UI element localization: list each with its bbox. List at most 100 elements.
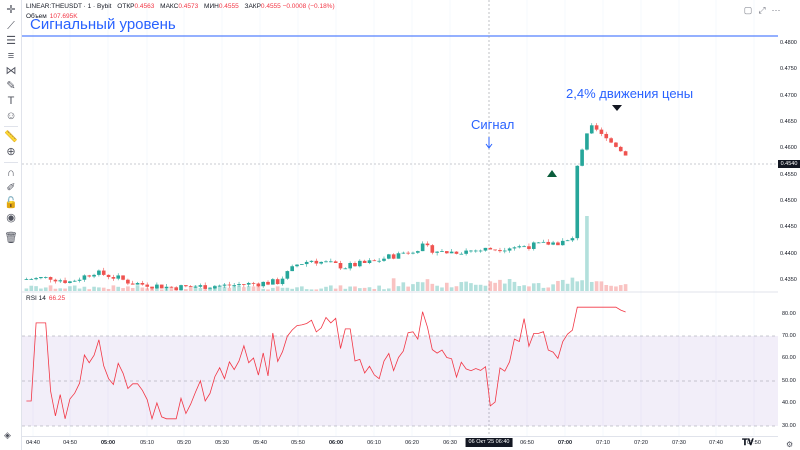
emoji-icon[interactable]: ☺: [5, 110, 17, 122]
layers-icon[interactable]: ◈: [4, 430, 11, 440]
candle-body: [372, 260, 377, 262]
price-tick: 0.4650: [780, 119, 797, 125]
price-tick: 0.4550: [780, 172, 797, 178]
candle-body: [198, 285, 203, 287]
time-tick: 06:30: [443, 440, 457, 446]
candle-body: [377, 260, 381, 262]
volume-bar: [502, 283, 507, 291]
price-tick: 0.4750: [780, 66, 797, 72]
volume-bar: [130, 287, 135, 291]
rsi-legend[interactable]: RSI 14 66.25: [26, 294, 65, 304]
candle-body: [97, 270, 101, 275]
candle-body: [300, 264, 304, 265]
candle-body: [473, 250, 478, 252]
rsi-tick: 70.00: [782, 333, 796, 339]
candle-body: [415, 251, 420, 253]
fork-icon[interactable]: ⋈: [5, 65, 17, 77]
volume-bar: [329, 285, 333, 291]
volume-bar: [541, 287, 546, 291]
time-tick: 06:50: [520, 440, 534, 446]
candle-body: [493, 249, 497, 251]
signal-level-annotation[interactable]: Сигнальный уровень: [30, 16, 176, 33]
magnet-icon[interactable]: ∩: [7, 167, 15, 179]
candle-body: [271, 279, 275, 285]
volume-bar: [300, 286, 304, 291]
crosshair-icon[interactable]: ✛: [6, 4, 16, 16]
rsi-label: RSI 14: [26, 295, 46, 302]
volume-bar: [387, 288, 391, 291]
symbol-name[interactable]: LINEAR:THEUSDT · 1 · Bybit: [26, 3, 112, 10]
volume-info[interactable]: Объем 107.695K: [26, 12, 78, 22]
high-label: МАКС: [160, 3, 179, 10]
candle-body: [304, 261, 309, 265]
text-icon[interactable]: T: [7, 95, 15, 107]
volume-bar: [585, 216, 589, 291]
candle-body: [464, 250, 468, 254]
candle-body: [126, 279, 130, 284]
time-tick: 05:50: [291, 440, 305, 446]
signal-annotation[interactable]: Сигнал: [471, 117, 515, 132]
volume-bar: [285, 287, 290, 291]
candle-body: [213, 286, 217, 289]
zoom-in-icon[interactable]: ⊕: [6, 146, 16, 158]
volume-bar: [193, 285, 198, 291]
symbol-info[interactable]: LINEAR:THEUSDT · 1 · Bybit ОТКР0.4563 МА…: [26, 2, 335, 12]
tradingview-logo-icon[interactable]: 𝐓𝐕: [742, 437, 754, 447]
candle-body: [58, 280, 63, 282]
volume-bar: [314, 289, 319, 291]
volume-bar: [145, 288, 150, 291]
candle-body: [599, 129, 604, 134]
lock-drawings-icon[interactable]: ✐: [6, 182, 16, 194]
volume-bar: [498, 279, 502, 291]
candle-body: [531, 242, 536, 249]
candle-body: [251, 282, 256, 284]
price-move-annotation[interactable]: 2,4% движения цены: [566, 86, 694, 101]
trash-icon[interactable]: 🗑: [4, 232, 18, 244]
rsi-tick: 50.00: [782, 378, 796, 384]
candle-body: [169, 286, 174, 288]
volume-bar: [126, 286, 130, 291]
volume-bar: [87, 289, 92, 291]
settings-icon[interactable]: ⋯: [771, 5, 781, 15]
channel-icon[interactable]: ≡: [7, 50, 15, 62]
volume-bar: [34, 286, 38, 291]
volume-bar: [353, 286, 357, 291]
gear-icon[interactable]: ⚙: [786, 440, 794, 449]
toolbar-divider: [4, 162, 18, 163]
ruler-icon[interactable]: 📏: [4, 131, 18, 143]
candle-body: [280, 278, 285, 285]
time-tick: 07:30: [672, 440, 686, 446]
lock-icon[interactable]: 🔓: [4, 197, 18, 209]
horizontal-lines-icon[interactable]: ☰: [6, 35, 16, 47]
price-scale[interactable]: 0.4800 0.4750 0.4700 0.4650 0.4600 0.455…: [778, 0, 800, 450]
candle-body: [29, 279, 34, 280]
volume-bar: [565, 283, 570, 291]
candle-body: [367, 260, 372, 263]
volume-bar: [227, 287, 232, 291]
trend-line-icon[interactable]: ⟋: [7, 20, 15, 32]
volume-bar: [623, 284, 628, 291]
low-label: МИН: [204, 3, 219, 10]
fullscreen-icon[interactable]: ⤢: [758, 5, 766, 15]
volume-bar: [266, 289, 270, 291]
candle-body: [488, 247, 493, 250]
eye-icon[interactable]: ◉: [6, 212, 16, 224]
candle-body: [256, 283, 261, 287]
candle-body: [541, 241, 546, 243]
candle-body: [111, 277, 116, 279]
brush-icon[interactable]: ✎: [6, 80, 16, 92]
candle-body: [275, 279, 280, 285]
time-axis[interactable]: 04:40 04:50 05:00 05:10 05:20 05:30 05:40 05:50…: [22, 436, 778, 450]
screenshot-icon[interactable]: ▢: [743, 5, 753, 15]
volume-bar: [106, 288, 111, 291]
volume-bar: [140, 287, 145, 291]
volume-bar: [198, 287, 203, 291]
volume-bar: [556, 280, 560, 291]
volume-bar: [367, 287, 372, 291]
candle-body: [440, 251, 444, 252]
candle-body: [483, 247, 488, 251]
volume-bar: [116, 286, 121, 291]
volume-bar: [420, 282, 425, 291]
volume-bar: [232, 285, 237, 291]
